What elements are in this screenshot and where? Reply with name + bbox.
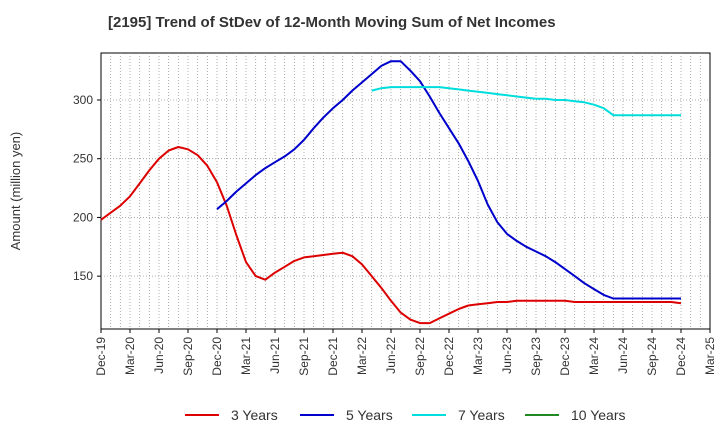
x-tick-label: Dec-19 (94, 337, 108, 376)
legend-swatch-5-years (300, 414, 334, 416)
x-tick-label: Sep-22 (413, 337, 427, 376)
x-tick-label: Sep-21 (297, 337, 311, 376)
x-tick-label: Jun-21 (268, 337, 282, 374)
y-axis-ticks: 150 200 250 300 (73, 93, 101, 283)
x-tick-label: Dec-22 (442, 337, 456, 376)
series-line-5-years (216, 60, 681, 300)
grid-lines (101, 53, 710, 329)
legend-label-7-years: 7 Years (458, 407, 505, 423)
x-tick-label: Mar-20 (123, 337, 137, 375)
legend-swatch-3-years (185, 414, 219, 416)
legend-label-10-years: 10 Years (571, 407, 626, 423)
legend-swatch-10-years (525, 414, 559, 416)
x-tick-label: Sep-23 (529, 337, 543, 376)
series-lines (100, 60, 682, 325)
legend-label-3-years: 3 Years (231, 407, 278, 423)
y-axis-label: Amount (million yen) (8, 132, 23, 251)
x-tick-label: Mar-21 (239, 337, 253, 375)
x-tick-label: Mar-24 (587, 337, 601, 375)
legend-item-10-years: 10 Years (525, 404, 626, 426)
x-tick-label: Jun-23 (500, 337, 514, 374)
x-tick-label: Mar-22 (355, 337, 369, 375)
legend-item-5-years: 5 Years (300, 404, 393, 426)
x-tick-label: Sep-20 (181, 337, 195, 376)
legend: 3 Years 5 Years 7 Years 10 Years (0, 404, 720, 428)
y-tick-label: 150 (73, 269, 93, 283)
x-tick-label: Dec-23 (558, 337, 572, 376)
x-tick-label: Jun-22 (384, 337, 398, 374)
x-tick-label: Dec-24 (674, 337, 688, 376)
y-tick-label: 200 (73, 210, 93, 224)
legend-label-5-years: 5 Years (346, 407, 393, 423)
legend-swatch-7-years (412, 414, 446, 416)
series-line-3-years (100, 146, 682, 325)
x-tick-label: Mar-25 (703, 337, 717, 375)
x-tick-label: Dec-20 (210, 337, 224, 376)
x-tick-label: Dec-21 (326, 337, 340, 376)
y-tick-label: 300 (73, 93, 93, 107)
x-tick-label: Sep-24 (645, 337, 659, 376)
x-tick-label: Jun-20 (152, 337, 166, 374)
x-axis-ticks: Dec-19 Mar-20 Jun-20 Sep-20 Dec-20 Mar-21 Jun-… (94, 329, 717, 376)
x-tick-label: Mar-23 (471, 337, 485, 375)
x-tick-label: Jun-24 (616, 337, 630, 374)
y-tick-label: 250 (73, 152, 93, 166)
series-line-7-years (371, 86, 681, 117)
legend-item-7-years: 7 Years (412, 404, 505, 426)
chart-title: [2195] Trend of StDev of 12-Month Moving… (108, 14, 556, 31)
legend-item-3-years: 3 Years (185, 404, 278, 426)
plot-area (100, 52, 711, 330)
